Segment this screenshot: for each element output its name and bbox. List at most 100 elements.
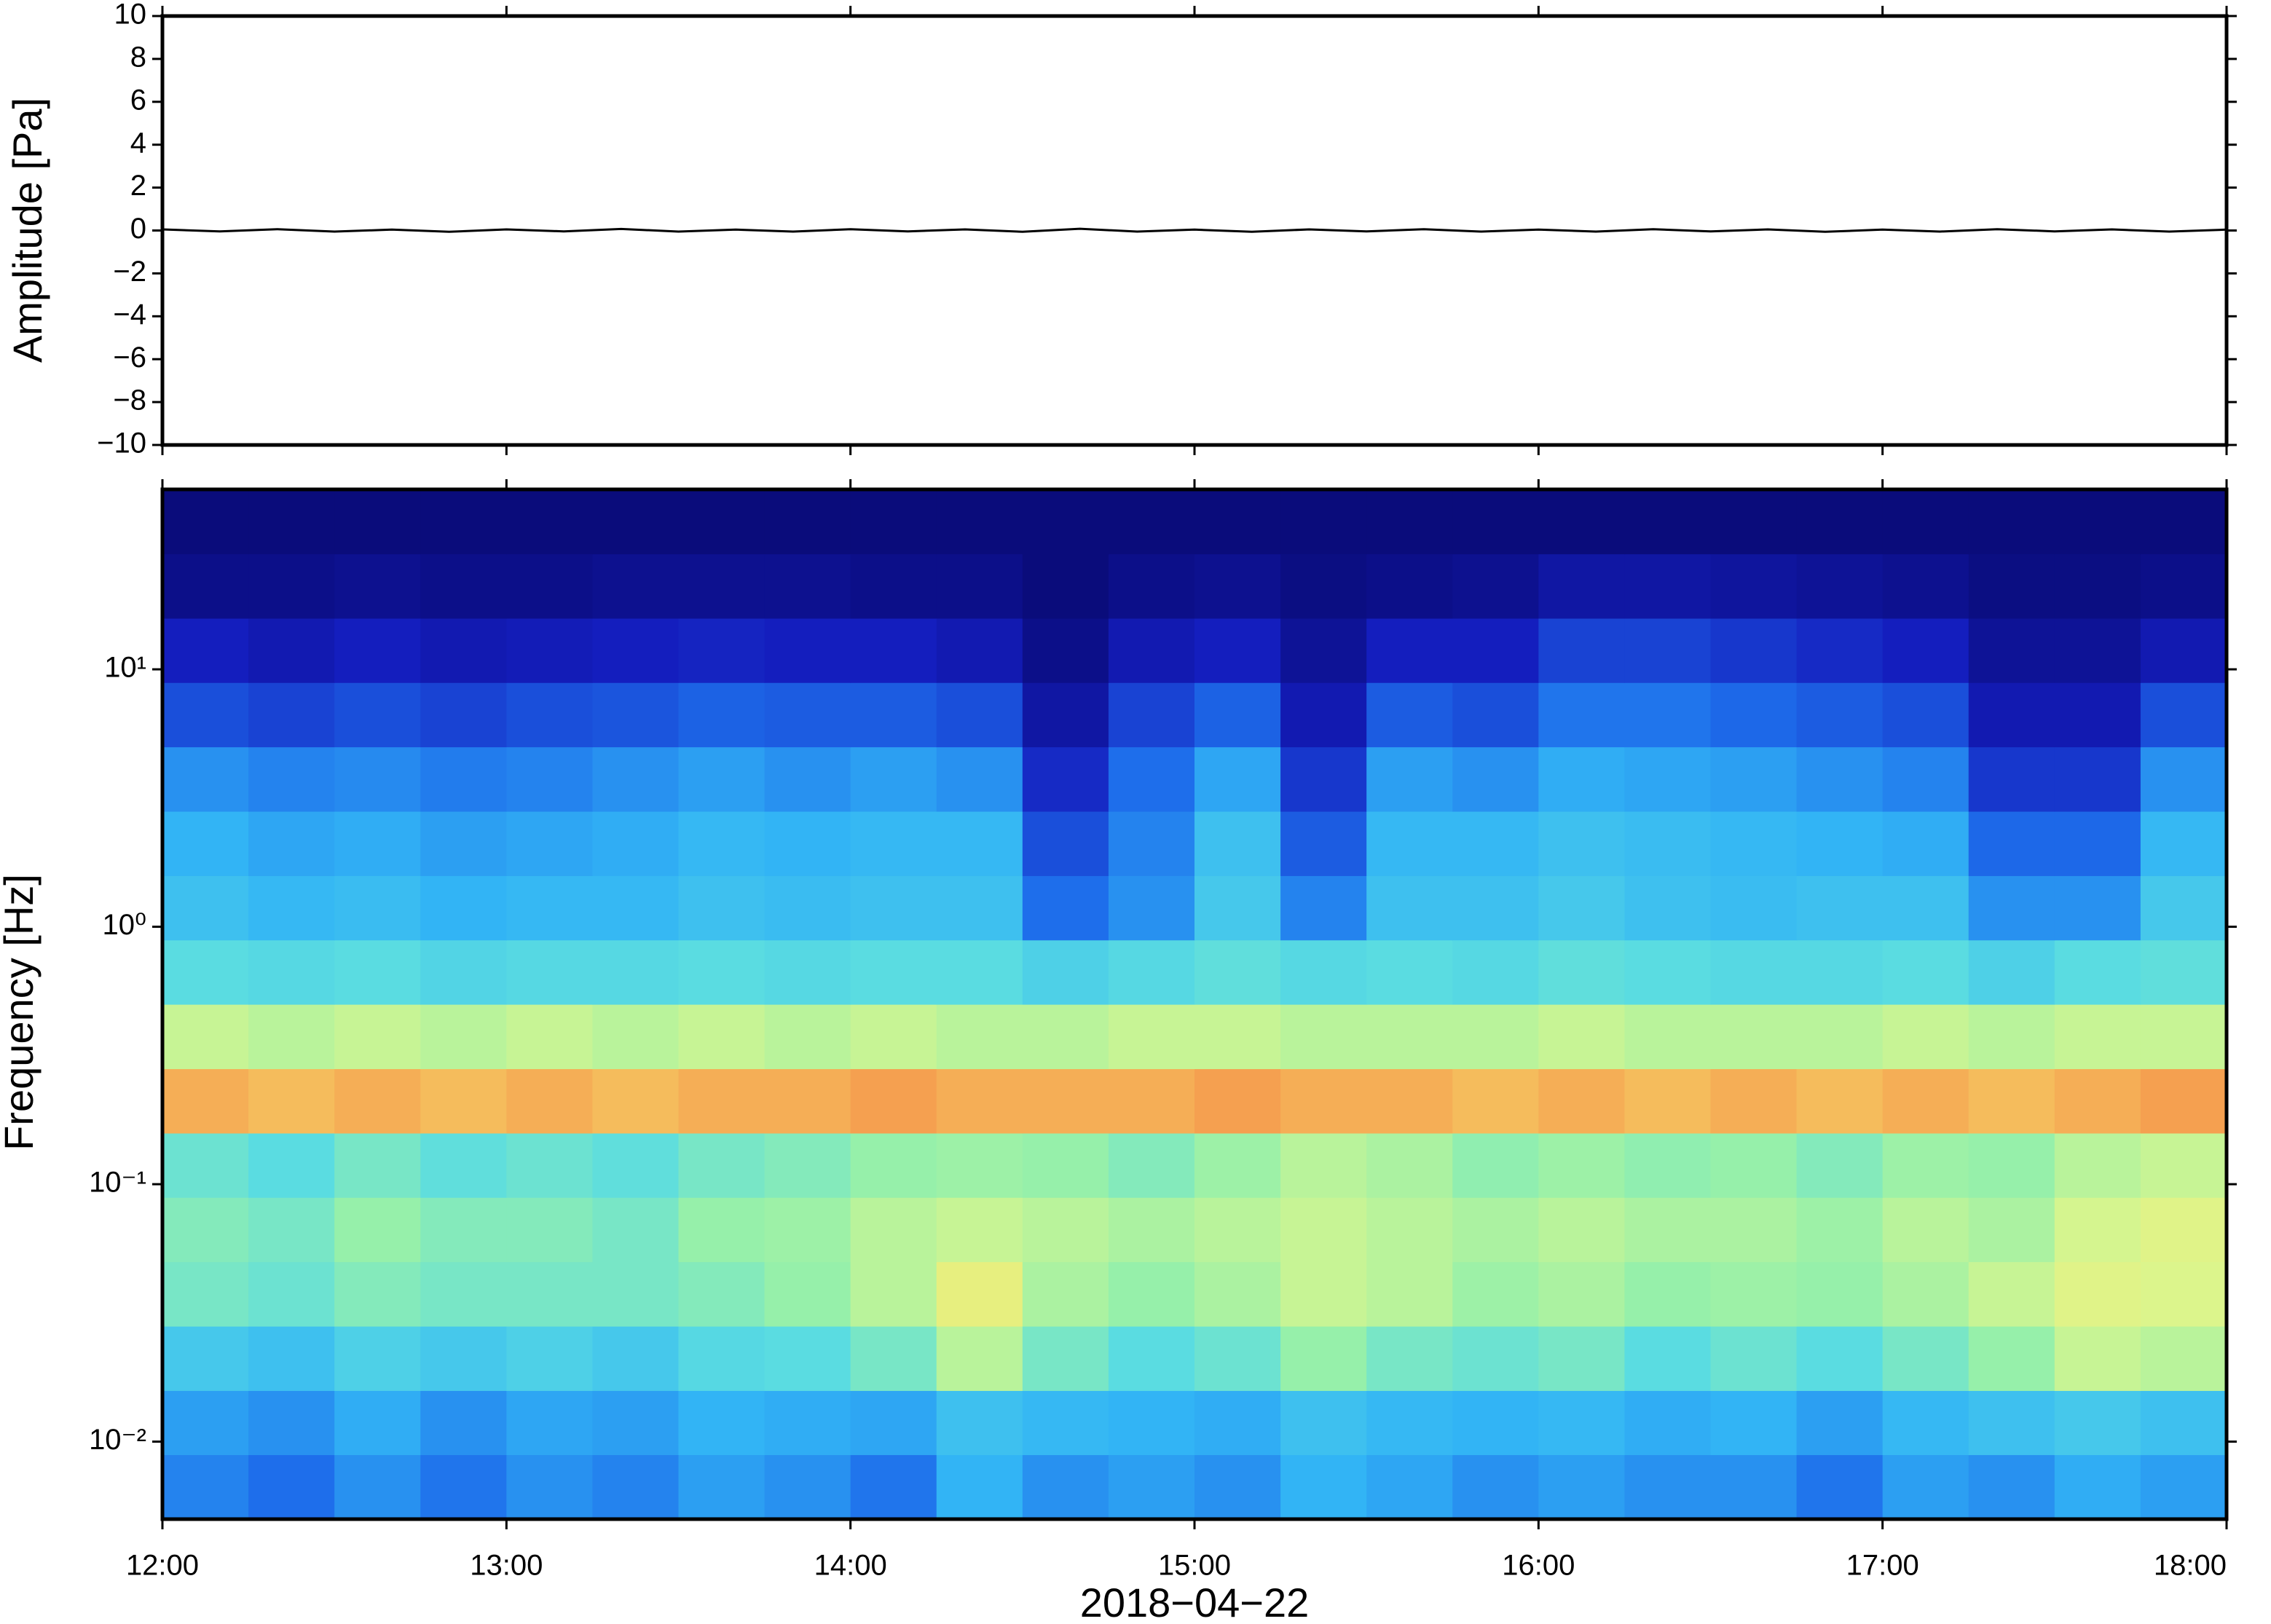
spectrogram-cell (506, 939, 594, 1005)
spectrogram-cell (248, 682, 335, 748)
spectrogram-cell (1452, 1325, 1539, 1391)
spectrogram-cell (1968, 1132, 2055, 1198)
spectrogram-cell (1538, 1004, 1626, 1070)
spectrogram-cell (678, 1454, 765, 1520)
spectrogram-cell (248, 1325, 335, 1391)
spectrogram-cell (1882, 1390, 1969, 1456)
spectrogram-cell (1108, 1390, 1195, 1456)
spectrogram-cell (1452, 1197, 1539, 1263)
spectrogram-cell (2054, 489, 2141, 555)
spectrogram-cell (506, 1390, 594, 1456)
spectrogram-cell (1624, 1132, 1712, 1198)
spectrogram-cell (2140, 1197, 2227, 1263)
spectrogram-cell (850, 1390, 937, 1456)
spectrogram-cell (2140, 553, 2227, 619)
spectrogram-cell (1624, 939, 1712, 1005)
spectrogram-cell (1796, 1325, 1884, 1391)
spectrogram-cell (2140, 1004, 2227, 1070)
spectrogram-cell (334, 1390, 421, 1456)
spectrogram-cell (1452, 1004, 1539, 1070)
spectrogram-cell (850, 1197, 937, 1263)
spectrogram-cell (1194, 1068, 1281, 1134)
spectrogram-cell (1796, 553, 1884, 619)
spectrogram-cell (2140, 1390, 2227, 1456)
spectrogram-cell (1022, 1325, 1109, 1391)
spectrogram-cell (420, 553, 507, 619)
spectrogram-cell (1366, 746, 1453, 812)
spectrogram-cell (1882, 1197, 1969, 1263)
spectrogram-cell (678, 1004, 765, 1070)
spectrogram-cell (1280, 682, 1367, 748)
spectrogram-cell (936, 1004, 1023, 1070)
y-tick-label: 0 (130, 213, 146, 245)
spectrogram-cell (2140, 811, 2227, 876)
spectrogram-cell (162, 875, 249, 941)
y-axis-label: Frequency [Hz] (0, 874, 42, 1151)
spectrogram-cell (1022, 682, 1109, 748)
spectrogram-cell (764, 682, 851, 748)
spectrogram-cell (2140, 1068, 2227, 1134)
spectrogram-cell (764, 1261, 851, 1327)
spectrogram-cell (1366, 682, 1453, 748)
spectrogram-cell (1022, 1132, 1109, 1198)
spectrogram-cell (764, 1454, 851, 1520)
spectrogram-cell (162, 1004, 249, 1070)
spectrogram-cell (1710, 1132, 1798, 1198)
spectrogram-cell (2140, 1132, 2227, 1198)
spectrogram-cell (1968, 811, 2055, 876)
spectrogram-cell (506, 1261, 594, 1327)
spectrogram-cell (764, 1197, 851, 1263)
y-tick-label: 8 (130, 41, 146, 73)
spectrogram-cell (592, 1004, 680, 1070)
spectrogram-cell (1968, 618, 2055, 683)
spectrogram-cell (334, 553, 421, 619)
y-tick-label: −4 (113, 299, 146, 331)
spectrogram-cell (1280, 811, 1367, 876)
spectrogram-cell (1882, 875, 1969, 941)
spectrogram-cell (1796, 1132, 1884, 1198)
spectrogram-cell (1538, 1132, 1626, 1198)
spectrogram-cell (1710, 875, 1798, 941)
spectrogram-cell (936, 1068, 1023, 1134)
spectrogram-cell (1366, 875, 1453, 941)
spectrogram-cell (420, 1454, 507, 1520)
spectrogram-cell (678, 1325, 765, 1391)
spectrogram-cell (764, 1390, 851, 1456)
spectrogram-cell (764, 1068, 851, 1134)
spectrogram-cell (1882, 553, 1969, 619)
spectrogram-cell (1710, 746, 1798, 812)
spectrogram-cell (1194, 1132, 1281, 1198)
y-tick-label: −8 (113, 385, 146, 417)
spectrogram-cell (248, 1068, 335, 1134)
spectrogram-cell (936, 1390, 1023, 1456)
spectrogram-cell (936, 939, 1023, 1005)
spectrogram-cell (1710, 1197, 1798, 1263)
y-tick-label: 10⁻¹ (89, 1167, 146, 1199)
spectrogram-cell (1882, 1132, 1969, 1198)
spectrogram-cell (1968, 553, 2055, 619)
spectrogram-cell (678, 489, 765, 555)
spectrogram-cell (1280, 1454, 1367, 1520)
spectrogram-cell (1710, 1390, 1798, 1456)
spectrogram-cell (1452, 1132, 1539, 1198)
spectrogram-cell (248, 939, 335, 1005)
spectrogram-cell (248, 553, 335, 619)
spectrogram-cell (334, 811, 421, 876)
spectrogram-cell (1796, 1454, 1884, 1520)
spectrogram-cell (592, 1261, 680, 1327)
spectrogram-cell (1022, 553, 1109, 619)
spectrogram-cell (1796, 1197, 1884, 1263)
spectrogram-cell (1280, 1390, 1367, 1456)
spectrogram-cell (1968, 746, 2055, 812)
spectrogram-cell (1194, 811, 1281, 876)
spectrogram-cell (506, 618, 594, 683)
spectrogram-cell (162, 618, 249, 683)
spectrogram-cell (248, 1132, 335, 1198)
spectrogram-cell (1624, 811, 1712, 876)
spectrogram-cell (420, 1068, 507, 1134)
spectrogram-cell (162, 746, 249, 812)
spectrogram-cell (1968, 1261, 2055, 1327)
spectrogram-cell (1108, 1004, 1195, 1070)
spectrogram-cell (1796, 1068, 1884, 1134)
spectrogram-cell (1280, 746, 1367, 812)
